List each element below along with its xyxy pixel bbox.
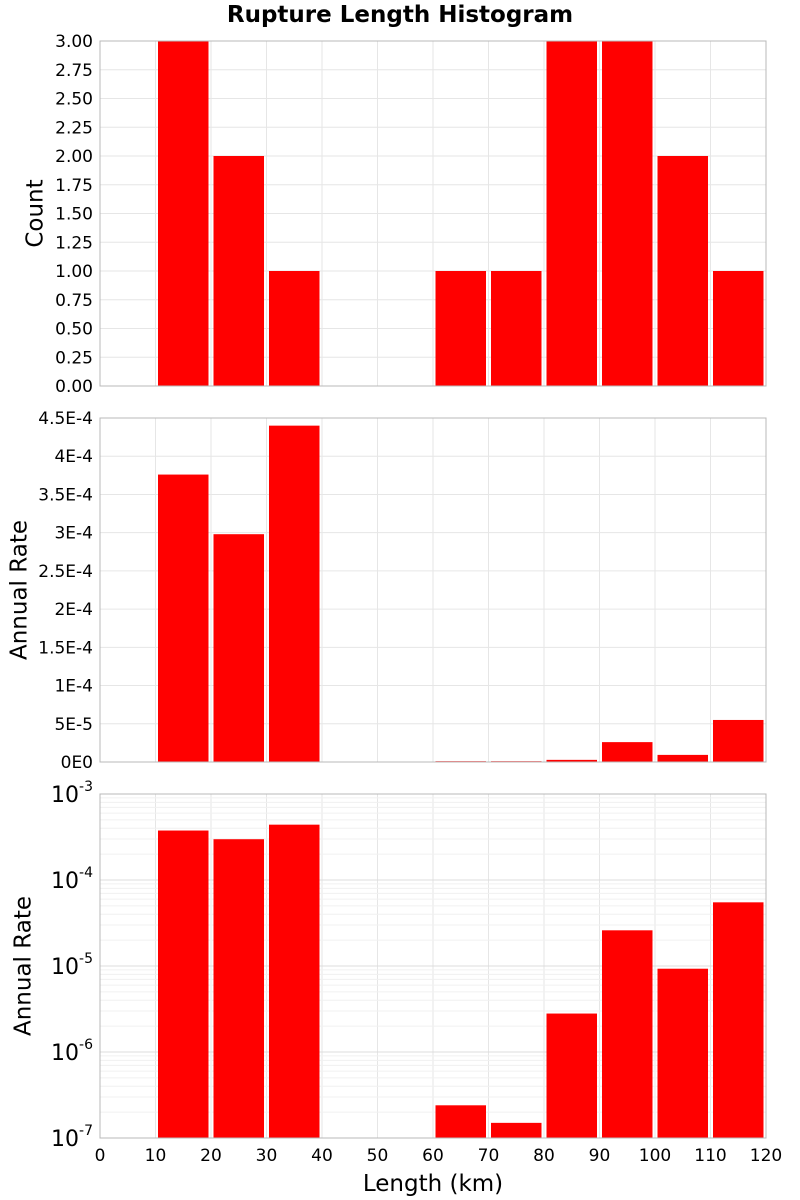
x-tick-label: 90 [589, 1146, 611, 1166]
x-tick-label: 0 [95, 1146, 106, 1166]
x-tick-label: 110 [694, 1146, 726, 1166]
x-tick-label: 30 [256, 1146, 278, 1166]
histogram-bar [602, 930, 653, 1138]
histogram-bar [269, 425, 320, 762]
histogram-bar [213, 534, 264, 762]
x-tick-label: 80 [533, 1146, 555, 1166]
y-tick-label: 10-5 [51, 951, 93, 980]
histogram-bar [602, 742, 653, 762]
subplot-3: 10-7 10-6 10-5 10-4 10-3 Annual Rate [11, 779, 767, 1152]
y-axis-label: Annual Rate [7, 520, 33, 660]
x-axis-label: Length (km) [363, 1171, 503, 1197]
histogram-bar [713, 271, 764, 386]
y-tick-label: 2E-4 [54, 600, 93, 620]
y-tick-label: 2.00 [55, 147, 93, 167]
y-tick-label: 10-6 [51, 1037, 93, 1066]
y-axis-label: Count [23, 179, 49, 247]
y-tick-label: 4E-4 [54, 447, 93, 467]
histogram-bar [158, 830, 209, 1138]
y-tick-label: 4.5E-4 [38, 409, 93, 429]
x-tick-label: 100 [639, 1146, 671, 1166]
y-axis-label: Annual Rate [11, 896, 37, 1036]
y-tick-label: 1E-4 [54, 677, 93, 697]
y-tick-label: 2.5E-4 [38, 562, 93, 582]
histogram-bar [657, 968, 708, 1138]
plot-frame [99, 793, 767, 1139]
y-tick-label: 10-7 [51, 1123, 93, 1152]
histogram-bar [435, 1105, 486, 1138]
histogram-bar [491, 271, 542, 386]
y-tick-label: 0.75 [55, 291, 93, 311]
histogram-bar [213, 839, 264, 1138]
plot-frame [99, 417, 767, 763]
histogram-bar [713, 719, 764, 762]
histogram-bar [546, 759, 597, 762]
y-tick-label: 3.00 [55, 32, 93, 52]
x-tick-label: 60 [422, 1146, 444, 1166]
histogram-bar [213, 156, 264, 386]
y-tick-label: 2.50 [55, 90, 93, 110]
histogram-bar [269, 271, 320, 386]
x-tick-label: 40 [311, 1146, 333, 1166]
y-tick-label: 3E-4 [54, 524, 93, 544]
histogram-bar [546, 41, 597, 386]
y-tick-label: 1.00 [55, 262, 93, 282]
subplot-2: 0E0 5E-5 1E-4 1.5E-4 2E-4 2.5E-4 3E-4 3.5E-4 4E-… [7, 409, 767, 773]
histogram-bar [602, 41, 653, 386]
histogram-bar [158, 41, 209, 386]
y-tick-label: 1.50 [55, 205, 93, 225]
histogram-bar [657, 156, 708, 386]
histogram-bar [657, 754, 708, 762]
x-tick-label: 50 [367, 1146, 389, 1166]
y-tick-label: 2.25 [55, 118, 93, 138]
y-tick-label: 1.5E-4 [38, 638, 93, 658]
histogram-bar [269, 824, 320, 1138]
histogram-bar [435, 271, 486, 386]
x-tick-label: 10 [145, 1146, 167, 1166]
histogram-bar [158, 474, 209, 762]
y-tick-label: 1.75 [55, 176, 93, 196]
y-tick-label: 0.25 [55, 348, 93, 368]
histogram-bar [713, 902, 764, 1138]
x-tick-label: 120 [750, 1146, 782, 1166]
y-tick-label: 3.5E-4 [38, 485, 93, 505]
y-tick-label: 10-3 [51, 779, 93, 808]
y-tick-label: 0.50 [55, 320, 93, 340]
y-tick-label: 1.25 [55, 233, 93, 253]
x-tick-label: 20 [200, 1146, 222, 1166]
y-tick-label: 10-4 [51, 865, 93, 894]
y-tick-label: 0.00 [55, 377, 93, 397]
y-tick-label: 5E-5 [54, 715, 93, 735]
y-tick-label: 2.75 [55, 61, 93, 81]
subplot-1: 0.00 0.25 0.50 0.75 1.00 1.25 1.50 1.75 2.00 2.25… [23, 32, 767, 397]
chart-title: Rupture Length Histogram [226, 2, 574, 28]
x-tick-label: 70 [478, 1146, 500, 1166]
histogram-bar [491, 1122, 542, 1138]
plot-frame [99, 40, 767, 387]
histogram-bar [546, 1013, 597, 1138]
y-tick-label: 0E0 [61, 753, 93, 773]
